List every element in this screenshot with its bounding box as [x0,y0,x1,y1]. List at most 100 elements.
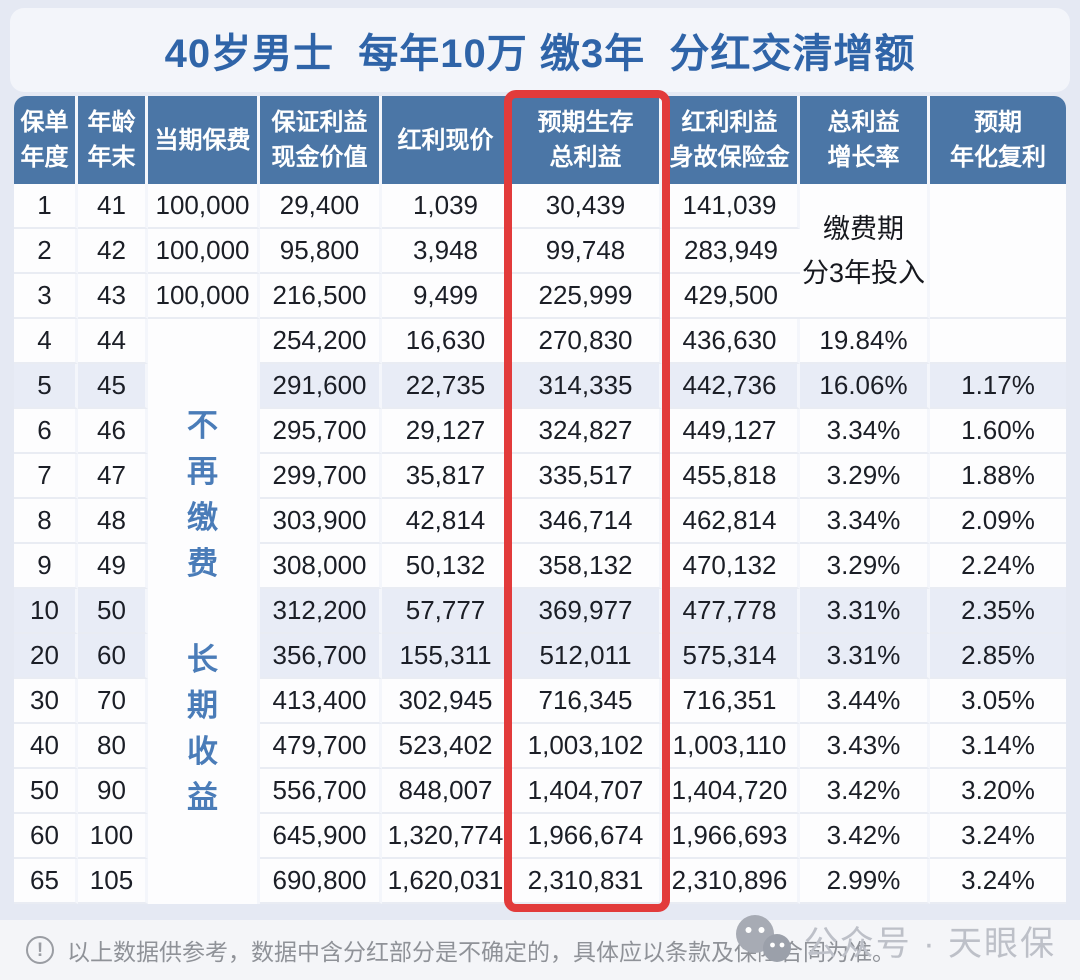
table-row: 1 41 100,000 29,400 1,039 30,439 141,039 缴费期 分3年… [14,184,1066,319]
table-cell: 556,700 [260,769,382,814]
table-cell: 2.09% [930,499,1066,544]
table-cell: 70 [78,679,148,724]
column-header: 保证利益 现金价值 [260,96,382,184]
table-cell: 429,500 [662,274,800,319]
table-cell: 3.43% [800,724,930,769]
table-cell: 99,748 [512,229,662,274]
table-cell: 4 [14,319,78,364]
table-cell: 3.42% [800,814,930,859]
table-cell: 105 [78,859,148,904]
table-cell: 436,630 [662,319,800,364]
table-cell: 369,977 [512,589,662,634]
table-cell: 1,966,674 [512,814,662,859]
table-row: 50 90 556,700 848,007 1,404,707 1,404,720 3.42… [14,769,1066,814]
table-cell: 216,500 [260,274,382,319]
table-cell: 3.24% [930,814,1066,859]
table-cell: 16,630 [382,319,512,364]
table-cell: 324,827 [512,409,662,454]
table-cell: 358,132 [512,544,662,589]
watermark: 公众号 · 天眼保 [732,914,1056,966]
table-cell: 35,817 [382,454,512,499]
table-cell: 29,400 [260,184,382,229]
table-cell: 462,814 [662,499,800,544]
table-cell: 442,736 [662,364,800,409]
benefit-table: 保单 年度 年龄 年末 当期保费 保证利益 现金价值 红利现价 预期生存 总利益 红利利益 身故保险金… [14,96,1066,904]
column-header: 当期保费 [148,96,260,184]
table-cell: 100 [78,814,148,859]
table-cell: 30,439 [512,184,662,229]
title-card: 40岁男士 每年10万 缴3年 分红交清增额 [10,8,1070,92]
table-cell: 2.85% [930,634,1066,679]
table-cell: 155,311 [382,634,512,679]
column-header: 预期 年化复利 [930,96,1066,184]
table-cell: 43 [78,274,148,319]
table-cell: 3,948 [382,229,512,274]
table-cell: 716,345 [512,679,662,724]
info-icon: ! [26,936,54,964]
table-cell: 100,000 [148,184,260,229]
table-row: 5 45 291,600 22,735 314,335 442,736 16.06% 1.17… [14,364,1066,409]
table-cell: 57,777 [382,589,512,634]
table-cell: 523,402 [382,724,512,769]
table-cell: 60 [14,814,78,859]
table-cell: 65 [14,859,78,904]
table-cell: 302,945 [382,679,512,724]
footer: ! 以上数据供参考，数据中含分红部分是不确定的，具体应以条款及保险合同为准。 [0,920,1080,980]
table-cell: 270,830 [512,319,662,364]
column-header: 预期生存 总利益 [512,96,662,184]
table-cell: 3.31% [800,589,930,634]
table-cell: 470,132 [662,544,800,589]
table-cell: 1,404,720 [662,769,800,814]
table-cell: 40 [14,724,78,769]
table-cell: 45 [78,364,148,409]
table-cell: 477,778 [662,589,800,634]
table-cell: 29,127 [382,409,512,454]
table-cell: 1.17% [930,364,1066,409]
page-title: 40岁男士 每年10万 缴3年 分红交清增额 [164,32,916,76]
table-row: 60 100 645,900 1,320,774 1,966,674 1,966,693 3… [14,814,1066,859]
table-cell: 19.84% [800,319,930,364]
table-cell: 645,900 [260,814,382,859]
table-cell [930,184,1066,319]
table-cell: 303,900 [260,499,382,544]
table-cell: 50 [78,589,148,634]
table-cell: 1 [14,184,78,229]
table-cell: 9,499 [382,274,512,319]
table-cell: 49 [78,544,148,589]
table-row: 8 48 303,900 42,814 346,714 462,814 3.34% 2.09% [14,499,1066,544]
column-header: 红利现价 [382,96,512,184]
table-cell: 3.05% [930,679,1066,724]
table-cell: 90 [78,769,148,814]
table-cell: 3.31% [800,634,930,679]
table-cell: 308,000 [260,544,382,589]
table-cell: 47 [78,454,148,499]
table-cell: 1,404,707 [512,769,662,814]
column-header: 保单 年度 [14,96,78,184]
table-cell: 80 [78,724,148,769]
table-cell: 100,000 [148,229,260,274]
table-cell: 1,620,031 [382,859,512,904]
table-row: 3 43 100,000 216,500 9,499 225,999 429,500 [14,274,1066,319]
table-cell: 1,039 [382,184,512,229]
table-row: 30 70 413,400 302,945 716,345 716,351 3.44% 3.0… [14,679,1066,724]
table-cell: 3.14% [930,724,1066,769]
table-cell: 2,310,831 [512,859,662,904]
table-cell: 8 [14,499,78,544]
table-cell: 254,200 [260,319,382,364]
table-cell: 20 [14,634,78,679]
table-cell: 512,011 [512,634,662,679]
table-cell: 2.24% [930,544,1066,589]
table-cell: 3.24% [930,859,1066,904]
table-cell: 1,003,102 [512,724,662,769]
column-header: 年龄 年末 [78,96,148,184]
table-cell: 1.88% [930,454,1066,499]
table-cell: 7 [14,454,78,499]
table-cell: 3.20% [930,769,1066,814]
table-cell: 9 [14,544,78,589]
table-cell: 41 [78,184,148,229]
column-header: 红利利益 身故保险金 [662,96,800,184]
table-cell [930,319,1066,364]
table-cell: 30 [14,679,78,724]
table-cell: 848,007 [382,769,512,814]
